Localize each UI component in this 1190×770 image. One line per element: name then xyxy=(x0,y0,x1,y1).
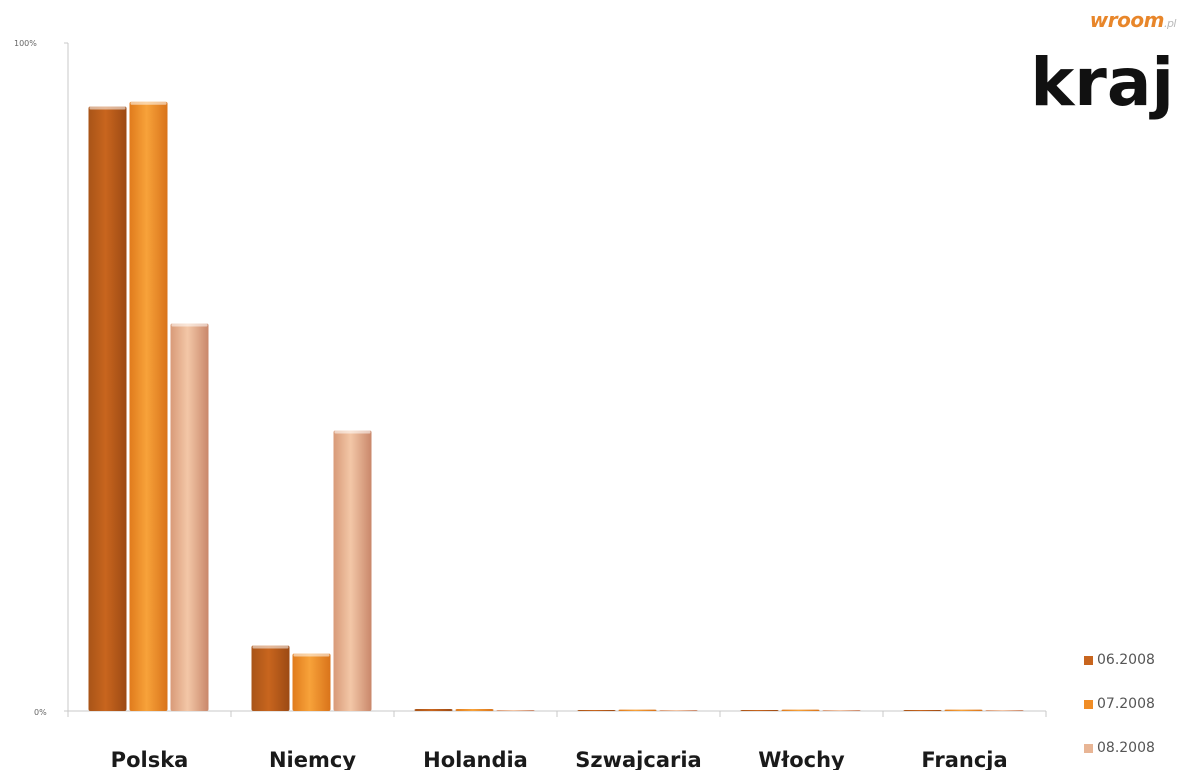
bar-niemcy-06.2008 xyxy=(251,645,290,711)
bar-włochy-07.2008 xyxy=(781,709,820,711)
bar-holandia-06.2008 xyxy=(414,708,453,711)
y-tick-label-min: 0% xyxy=(34,708,47,717)
bar-szwajcaria-06.2008 xyxy=(577,710,616,711)
bar-polska-06.2008 xyxy=(88,106,127,711)
bar-polska-08.2008 xyxy=(170,323,209,711)
x-tick-label-polska: Polska xyxy=(111,748,189,770)
x-tick-label-francja: Francja xyxy=(921,748,1007,770)
legend-item-07.2008: 07.2008 xyxy=(1084,696,1155,712)
bar-highlight xyxy=(293,653,330,657)
bar-francja-07.2008 xyxy=(944,709,983,711)
legend-swatch xyxy=(1084,655,1093,665)
x-tick-label-niemcy: Niemcy xyxy=(269,748,356,770)
bar-niemcy-08.2008 xyxy=(333,430,372,711)
y-tick-label-max: 100% xyxy=(14,39,37,48)
bar-highlight xyxy=(171,323,208,327)
bar-francja-08.2008 xyxy=(985,710,1024,711)
x-tick-label-szwajcaria: Szwajcaria xyxy=(575,748,701,770)
bar-polska-07.2008 xyxy=(129,101,168,711)
bar-włochy-08.2008 xyxy=(822,710,861,711)
bar-highlight xyxy=(89,106,126,110)
bar-francja-06.2008 xyxy=(903,710,942,711)
legend-label: 08.2008 xyxy=(1097,740,1155,756)
bar-highlight xyxy=(130,101,167,105)
x-tick-label-holandia: Holandia xyxy=(423,748,528,770)
chart-title: kraj xyxy=(1030,44,1174,121)
bar-highlight xyxy=(252,645,289,649)
bar-holandia-07.2008 xyxy=(455,708,494,711)
legend-label: 07.2008 xyxy=(1097,696,1155,712)
legend-swatch xyxy=(1084,699,1093,709)
bar-highlight xyxy=(334,430,371,434)
legend-label: 06.2008 xyxy=(1097,652,1155,668)
legend-swatch xyxy=(1084,743,1093,753)
bar-niemcy-07.2008 xyxy=(292,653,331,711)
wroom-logo: wroom.pl xyxy=(1089,8,1177,32)
bar-szwajcaria-08.2008 xyxy=(659,710,698,711)
bar-szwajcaria-07.2008 xyxy=(618,709,657,711)
x-tick-label-włochy: Włochy xyxy=(758,748,845,770)
legend-item-08.2008: 08.2008 xyxy=(1084,740,1155,756)
bar-holandia-08.2008 xyxy=(496,710,535,711)
legend-item-06.2008: 06.2008 xyxy=(1084,652,1155,668)
bar-włochy-06.2008 xyxy=(740,710,779,711)
